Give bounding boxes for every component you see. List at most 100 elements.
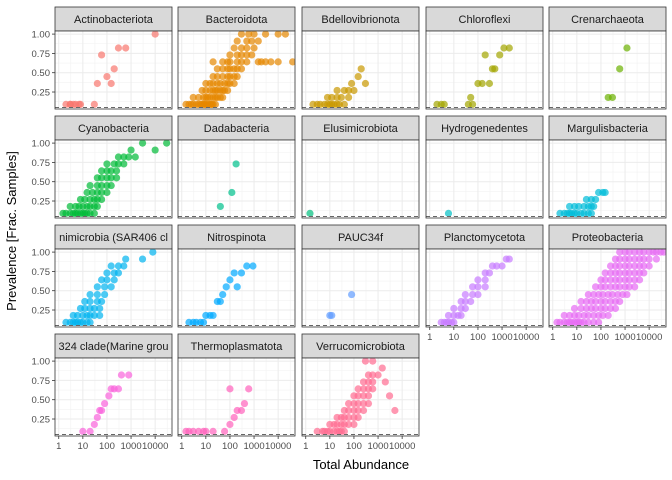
data-point <box>478 79 486 88</box>
data-point <box>131 153 139 161</box>
data-point <box>467 93 475 102</box>
data-point <box>313 427 321 435</box>
data-point <box>245 31 253 38</box>
data-point <box>243 44 251 52</box>
data-point <box>240 399 249 408</box>
x-tick-label: 10 <box>201 441 212 452</box>
panel-border <box>301 139 420 219</box>
panel-points <box>309 65 370 108</box>
data-point <box>228 188 236 197</box>
data-point <box>616 297 624 306</box>
data-point <box>101 399 109 408</box>
data-point <box>163 140 171 147</box>
data-point <box>90 420 98 429</box>
data-point <box>97 174 106 182</box>
data-point <box>640 269 648 277</box>
data-point <box>625 249 633 256</box>
data-point <box>90 100 98 108</box>
data-point <box>606 276 615 284</box>
x-tick-label: 1 <box>550 332 555 343</box>
panel-strip-label: Margulisbacteria <box>567 123 649 135</box>
y-tick-label: 0.50 <box>32 177 51 188</box>
panel-strip-label: nimicrobia (SAR406 cl <box>59 232 168 244</box>
data-point <box>354 406 362 415</box>
data-point <box>248 51 256 59</box>
panel-pauc34f: PAUC34f <box>301 224 420 328</box>
data-point <box>220 427 229 435</box>
data-point <box>274 31 282 38</box>
panel-planctomycetota: Planctomycetota 1 10 100 1000 10000 <box>425 224 544 343</box>
data-point <box>226 385 234 393</box>
data-point <box>243 58 251 66</box>
data-point <box>112 167 121 175</box>
panel-border <box>301 357 420 437</box>
data-point <box>97 51 106 59</box>
data-point <box>645 255 653 263</box>
data-point <box>505 44 513 52</box>
panel-strip-label: PAUC34f <box>338 232 384 244</box>
data-point <box>237 44 246 52</box>
data-point <box>151 146 159 154</box>
data-point <box>97 188 106 197</box>
data-point <box>226 420 234 429</box>
data-point <box>122 255 130 263</box>
data-point <box>601 297 609 306</box>
data-point <box>344 399 353 408</box>
data-point <box>340 100 348 108</box>
data-point <box>114 153 123 161</box>
data-point <box>103 276 111 284</box>
panel-strip-label: Verrucomicrobiota <box>316 341 406 353</box>
data-point <box>66 202 74 211</box>
data-point <box>97 181 106 190</box>
x-tick-label: 10000 <box>265 441 291 452</box>
data-point <box>93 413 101 422</box>
panel-proteobacteria: Proteobacteria 1 10 100 1000 10000 <box>548 224 667 343</box>
panel-strip-label: Cyanobacteria <box>78 123 150 135</box>
panel-hydrogenedentes: Hydrogenedentes <box>425 115 544 219</box>
data-point <box>194 93 203 102</box>
data-point <box>359 399 368 408</box>
data-point <box>606 269 615 277</box>
data-point <box>237 406 246 415</box>
data-point <box>369 358 377 365</box>
panel-strip <box>54 333 173 359</box>
data-point <box>86 297 94 306</box>
data-point <box>337 93 345 102</box>
panel-background <box>302 140 419 218</box>
y-tick-label: 0.75 <box>32 49 51 60</box>
panel-border <box>54 139 173 219</box>
data-point <box>505 255 513 263</box>
data-point <box>79 427 87 435</box>
y-tick-label: 1.00 <box>32 247 51 258</box>
data-point <box>590 202 598 211</box>
x-tick-label: 10000 <box>142 441 168 452</box>
panel-border <box>425 139 544 219</box>
data-point <box>209 58 217 66</box>
panel-cyanobacteria: Cyanobacteria 0.25 0.50 0.75 1.00 <box>32 115 173 219</box>
y-tick-label: 0.75 <box>32 158 51 169</box>
data-point <box>570 304 579 313</box>
panel-strip <box>177 333 296 359</box>
y-tick-label: 0.25 <box>32 196 51 207</box>
panel-bdellovibrionota: Bdellovibrionota <box>301 6 420 110</box>
panel-strip-label: Chloroflexi <box>459 14 511 26</box>
data-point <box>369 371 377 379</box>
data-point <box>500 44 508 52</box>
x-tick-label: 1000 <box>491 332 512 343</box>
panels-layer: Actinobacteriota 0.25 0.50 0.75 1.00 Bacteroi… <box>32 6 667 452</box>
data-point <box>354 385 362 393</box>
data-point <box>616 276 624 284</box>
panel-strip <box>54 6 173 32</box>
data-point <box>591 297 600 306</box>
data-point <box>81 304 89 313</box>
data-point <box>444 311 453 320</box>
panel-strip-label: Nitrospinota <box>207 232 267 244</box>
data-point <box>474 290 482 299</box>
data-point <box>230 44 238 52</box>
panel-points <box>216 160 240 211</box>
data-point <box>114 44 123 52</box>
x-tick-label: 1 <box>427 332 432 343</box>
data-point <box>604 311 612 320</box>
data-point <box>498 262 506 270</box>
panel-points <box>313 358 399 435</box>
